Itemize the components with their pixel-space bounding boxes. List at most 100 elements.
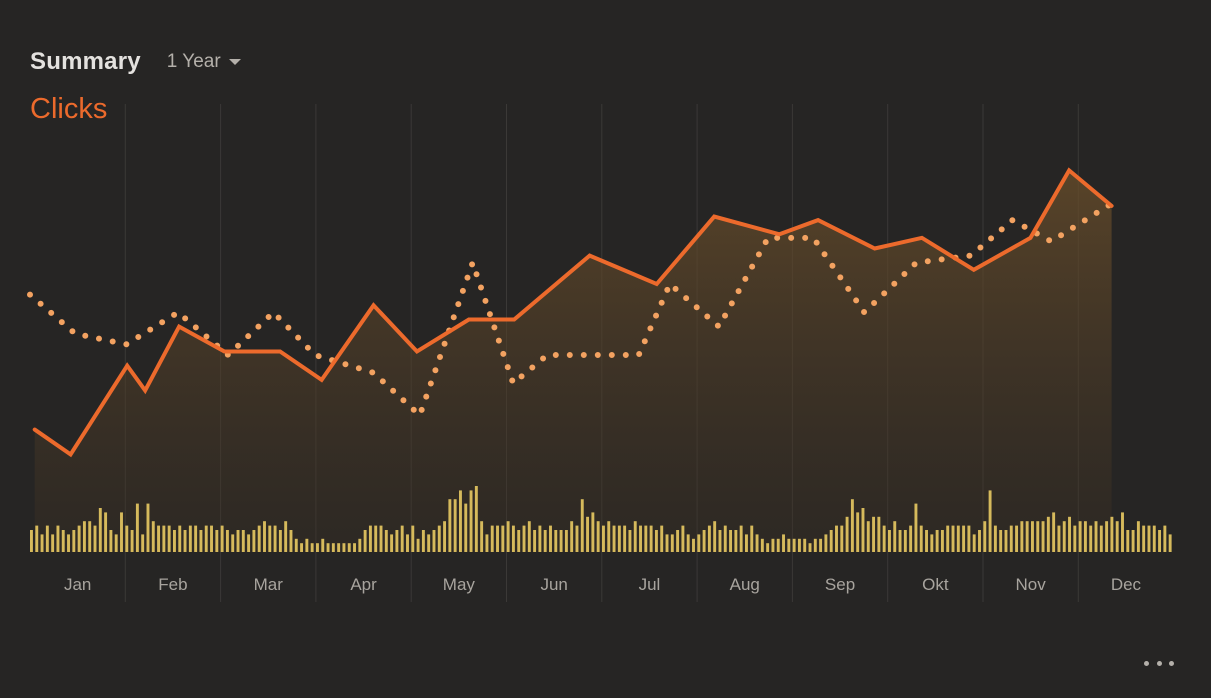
volume-bar [962,525,966,552]
volume-bar [538,525,542,552]
volume-bar [649,525,653,552]
volume-bar [82,521,86,552]
volume-bar [448,499,452,552]
volume-bar [925,530,928,552]
volume-bar [443,521,447,552]
volume-bar [109,530,113,552]
volume-bar [713,521,717,552]
volume-bar [993,525,997,552]
volume-bar [1041,521,1045,552]
volume-bar [496,525,499,552]
volume-bar [681,525,685,552]
volume-bar [692,538,695,552]
x-tick-label: Apr [350,575,377,594]
volume-bar [204,525,208,552]
x-tick-label: Mar [254,575,284,594]
volume-bar [321,538,325,552]
volume-bar [549,525,552,552]
volume-bar [1073,525,1077,552]
volume-bar [903,530,907,552]
volume-bar [146,503,150,552]
volume-bar [453,499,457,552]
volume-bar [88,521,92,552]
volume-bar [61,530,65,552]
volume-bar [120,512,123,552]
volume-bar [374,525,378,552]
volume-bar [723,525,727,552]
volume-bar [72,530,76,552]
volume-bar [1009,525,1013,552]
volume-bar [45,525,49,552]
volume-bar [750,525,754,552]
volume-bar [1036,521,1040,552]
volume-bar [485,534,489,552]
volume-bar [755,534,759,552]
volume-bar [1152,525,1156,552]
volume-bar [559,530,563,552]
volume-bar [1094,521,1098,552]
x-tick-label: Jun [540,575,567,594]
volume-bar [914,503,918,552]
volume-bar [1089,525,1093,552]
volume-bar [1115,521,1119,552]
volume-bar [511,525,515,552]
volume-bar [305,538,309,552]
volume-bar [1131,530,1135,552]
x-tick-label: Feb [158,575,187,594]
volume-bar [151,521,155,552]
volume-bar [77,525,81,552]
volume-bar [951,525,955,552]
volume-bar [278,530,282,552]
volume-bar [416,538,420,552]
volume-bar [829,530,833,552]
volume-bar [872,516,876,552]
volume-bar [792,538,796,552]
volume-bar [1031,521,1034,552]
more-dot [1169,660,1174,666]
volume-bar [310,543,314,552]
volume-bar [353,543,356,552]
volume-bar [586,516,590,552]
volume-bar [400,525,404,552]
volume-bar [252,530,256,552]
volume-bar [294,538,298,552]
volume-bar [946,525,950,552]
volume-bar [575,525,579,552]
chart-header: Summary 1 Year [30,48,241,76]
volume-bar [607,521,611,552]
volume-bar [342,543,346,552]
volume-bar [919,525,923,552]
series-area [34,170,1112,552]
volume-bar [522,525,526,552]
volume-bar [104,512,108,552]
volume-bar [654,530,658,552]
volume-bar [194,525,198,552]
volume-bar [35,525,39,552]
volume-bar [612,525,616,552]
volume-bar [51,534,55,552]
volume-bar [707,525,711,552]
volume-bar [564,530,568,552]
volume-bar [162,525,166,552]
volume-bar [257,525,261,552]
volume-bar [40,534,44,552]
volume-bar [474,486,478,552]
solid-series-line [32,167,1114,458]
volume-bar [787,538,791,552]
volume-bar [406,534,409,552]
volume-bar [93,525,97,552]
volume-bar [390,534,394,552]
volume-bar [173,530,176,552]
volume-bar [157,525,161,552]
volume-bar [358,538,362,552]
volume-bar [236,530,240,552]
volume-bar [956,525,960,552]
volume-bar [623,525,627,552]
volume-bar [602,525,605,552]
more-options-button[interactable] [1144,651,1174,675]
time-range-dropdown[interactable]: 1 Year [167,51,241,73]
volume-bar [861,508,865,552]
x-tick-label: Okt [922,575,949,594]
volume-bar [935,530,939,552]
